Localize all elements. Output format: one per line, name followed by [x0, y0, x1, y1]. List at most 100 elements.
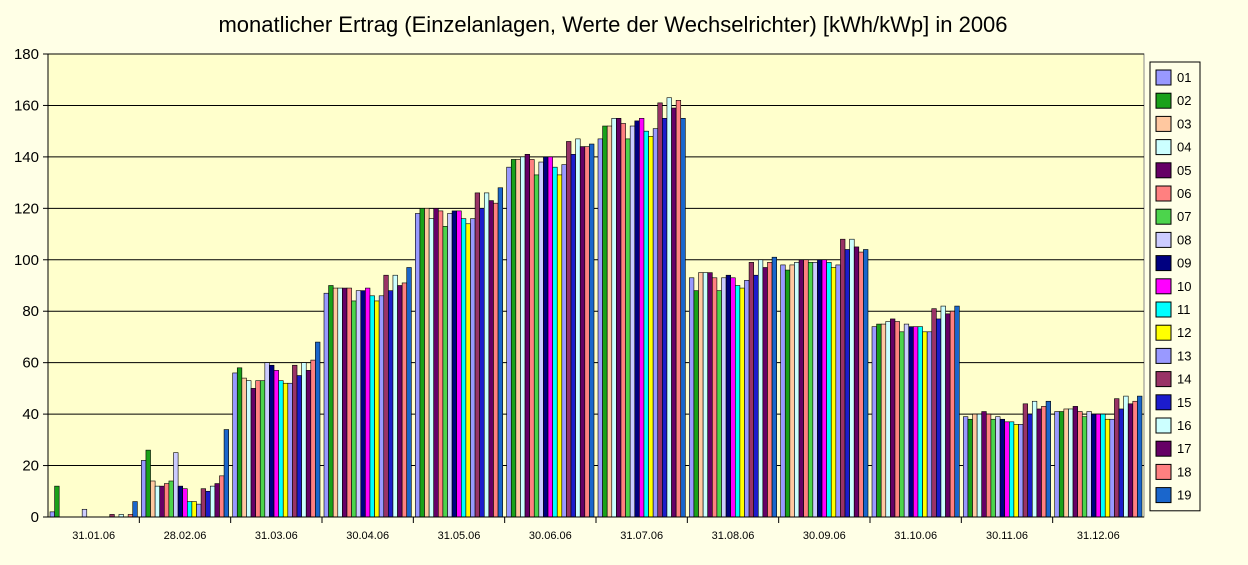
bar [315, 341, 321, 518]
bar [196, 503, 202, 518]
legend-swatch [1155, 231, 1172, 248]
y-tick-label: 80 [22, 303, 39, 320]
bar [716, 290, 722, 518]
legend-label: 01 [1177, 70, 1191, 85]
bar [1072, 406, 1078, 518]
legend-label: 12 [1177, 325, 1191, 340]
x-tick-label: 31.01.06 [72, 530, 115, 542]
bar [643, 130, 649, 518]
bar [1132, 400, 1138, 518]
bar [369, 295, 375, 518]
bar [949, 310, 956, 518]
bar [287, 382, 293, 518]
bar [49, 511, 55, 518]
bar [589, 143, 595, 518]
bar [250, 388, 256, 518]
y-tick-label: 60 [22, 355, 39, 372]
bar [200, 488, 206, 518]
bar [236, 367, 243, 518]
bar [150, 480, 156, 518]
bar [465, 223, 471, 518]
bar [744, 280, 750, 518]
bar [734, 285, 741, 518]
bar [1004, 421, 1010, 518]
legend-swatch [1155, 92, 1172, 109]
bar [995, 416, 1001, 518]
bar [616, 118, 622, 518]
bar [566, 141, 572, 518]
bar [173, 452, 179, 518]
bar [675, 100, 682, 518]
bar [584, 146, 590, 518]
bar [1008, 421, 1015, 518]
bar [460, 218, 467, 518]
bar [433, 208, 439, 518]
bar [931, 308, 937, 518]
bar [278, 380, 284, 518]
legend-swatch [1155, 463, 1172, 480]
bar [1100, 413, 1106, 518]
bar [529, 159, 535, 518]
x-tick-label: 30.04.06 [346, 530, 389, 542]
x-tick-label: 31.05.06 [438, 530, 481, 542]
bar [164, 483, 170, 518]
bar [606, 125, 613, 518]
bar [360, 290, 366, 518]
legend-swatch [1155, 324, 1172, 341]
bar [1018, 424, 1024, 518]
bar [702, 272, 709, 518]
bar [442, 226, 448, 518]
bar [1058, 411, 1065, 518]
bar [54, 485, 60, 518]
bar [182, 488, 188, 518]
x-tick-label: 30.11.06 [986, 530, 1028, 542]
legend-swatch [1155, 394, 1172, 411]
bar [474, 192, 480, 518]
bar [712, 277, 718, 518]
bar [853, 246, 860, 518]
bar [355, 290, 362, 518]
bar [219, 475, 225, 518]
bar [241, 377, 247, 518]
bar [451, 210, 458, 518]
legend-swatch [1155, 487, 1172, 504]
bar [903, 323, 910, 518]
bar [767, 262, 773, 518]
bar [913, 326, 919, 518]
bar [470, 218, 476, 518]
bar [1123, 395, 1129, 518]
bar [597, 138, 603, 518]
bar [515, 159, 521, 518]
bar [680, 118, 686, 518]
legend-label: 05 [1177, 163, 1191, 178]
bar [807, 262, 814, 518]
bar [538, 161, 544, 518]
bar [168, 480, 174, 518]
bar [406, 267, 412, 518]
bar [154, 485, 161, 518]
x-tick-label: 28.02.06 [164, 530, 207, 542]
bar [132, 501, 138, 518]
legend-label: 09 [1177, 256, 1191, 271]
x-tick-label: 30.06.06 [529, 530, 572, 542]
bar [552, 166, 558, 518]
bar [899, 331, 905, 518]
bar [885, 321, 891, 518]
bar [1027, 413, 1033, 518]
legend-swatch [1155, 440, 1172, 457]
legend-label: 04 [1177, 140, 1191, 155]
bar [378, 295, 385, 518]
bar [652, 128, 659, 518]
bar [81, 508, 88, 518]
bar [1095, 413, 1101, 518]
bar [145, 449, 151, 518]
bar [849, 238, 855, 518]
bar [999, 418, 1006, 518]
bar [830, 267, 837, 518]
legend-swatch [1155, 139, 1172, 156]
bar [388, 290, 394, 518]
bar [739, 287, 745, 518]
bar [561, 164, 567, 518]
bar [282, 382, 289, 518]
legend-label: 11 [1177, 302, 1191, 317]
